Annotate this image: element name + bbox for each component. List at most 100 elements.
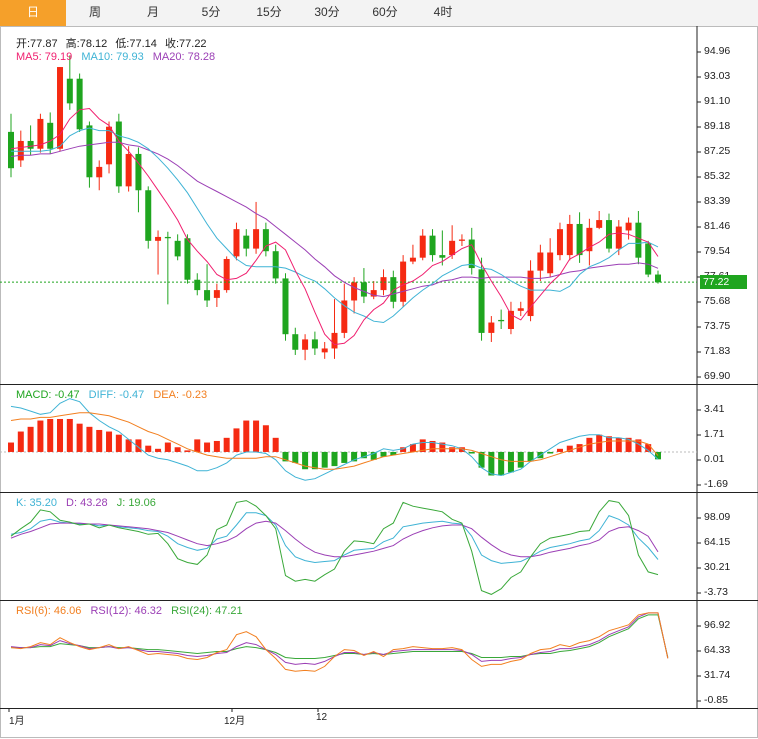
candle-body — [302, 339, 309, 350]
dea-line — [10, 412, 659, 470]
macd-bar — [253, 420, 260, 452]
macd-bar — [292, 451, 299, 463]
macd-bar — [66, 418, 73, 452]
price-tick: 93.03 — [704, 70, 731, 82]
last-price-tag: 77.22 — [700, 275, 747, 289]
diff-label: DIFF: -0.47 — [88, 389, 145, 401]
macd-bar — [184, 450, 191, 452]
d-line — [10, 520, 659, 558]
macd-bar — [615, 437, 622, 452]
candle-body — [321, 348, 328, 353]
macd-bar — [596, 434, 603, 452]
k-line — [10, 512, 659, 564]
x-label: 12月 — [224, 716, 246, 727]
macd-bar — [429, 440, 436, 452]
rsi24-label: RSI(24): 47.21 — [171, 605, 243, 617]
macd-bar — [655, 451, 661, 460]
macd-bar — [341, 451, 348, 463]
candle-body — [194, 279, 201, 291]
macd-bar — [155, 448, 162, 452]
macd-bar — [498, 451, 505, 476]
candle-body — [380, 277, 387, 291]
candle-body — [351, 282, 358, 301]
candle-body — [262, 229, 269, 252]
macd-bar — [468, 451, 475, 454]
macd-bar — [302, 451, 309, 470]
ma20-line — [10, 141, 659, 298]
price-tick: 89.18 — [704, 120, 731, 132]
ma20-label: MA20: 78.28 — [152, 51, 216, 63]
ma10-label: MA10: 79.93 — [81, 51, 144, 63]
tab-week[interactable]: 周 — [88, 5, 101, 19]
candle-body — [409, 257, 416, 262]
macd-bar — [145, 445, 152, 452]
macd-bar — [106, 431, 113, 452]
candle-body — [576, 223, 583, 256]
tab-month[interactable]: 月 — [146, 5, 159, 19]
macd-bar — [37, 420, 44, 452]
candle-body — [458, 239, 465, 241]
period-tab-bar: 日 周 月 5分 15分 30分 60分 4时 — [0, 0, 758, 27]
candle-body — [27, 140, 34, 149]
macd-bar — [76, 423, 83, 452]
candle-body — [253, 229, 260, 249]
candle-body — [468, 239, 475, 269]
macd-bar — [439, 442, 446, 452]
macd-label: MACD: -0.47 — [16, 389, 80, 401]
tab-5min[interactable]: 5分 — [201, 5, 221, 19]
candle-body — [96, 166, 103, 178]
candle-body — [645, 243, 652, 275]
ohlc-readout: 开:77.87 高:78.12 低:77.14 收:77.22 — [16, 35, 207, 51]
tab-60min[interactable]: 60分 — [372, 5, 398, 19]
candle-body — [439, 255, 446, 258]
candle-body — [400, 261, 407, 302]
ma10-line — [11, 127, 659, 324]
tab-day[interactable]: 日 — [0, 0, 66, 26]
candle-body — [390, 277, 397, 302]
tab-15min[interactable]: 15分 — [256, 5, 282, 19]
macd-bar — [488, 451, 495, 476]
macd-bar — [370, 451, 377, 460]
macd-bar — [262, 425, 269, 452]
macd-bar — [135, 439, 142, 452]
x-label: 1月 — [9, 716, 25, 727]
candle-body — [145, 190, 152, 241]
candle-body — [478, 269, 485, 333]
macd-tick: 1.71 — [704, 428, 725, 440]
candle-body — [135, 153, 142, 191]
macd-bar — [586, 437, 593, 452]
candle-body — [184, 238, 191, 280]
x-label: 12 — [316, 712, 328, 723]
candle-body — [17, 140, 24, 161]
kdj-tick: -3.73 — [704, 586, 728, 598]
macd-bar — [194, 439, 201, 452]
candle-body — [547, 252, 554, 274]
price-tick: 79.54 — [704, 245, 731, 257]
k-label: K: 35.20 — [16, 497, 57, 509]
candle-body — [57, 67, 64, 149]
ma5-line — [10, 107, 659, 346]
macd-bar — [635, 439, 642, 452]
rsi-tick: 31.74 — [704, 669, 731, 681]
macd-bar — [213, 440, 220, 452]
tab-30min[interactable]: 30分 — [314, 5, 340, 19]
candle-body — [204, 290, 211, 301]
j-label: J: 19.06 — [116, 497, 156, 509]
low-value: 低:77.14 — [115, 38, 157, 50]
rsi-tick: 96.92 — [704, 619, 731, 631]
candle-body — [233, 229, 240, 257]
rsi-tick: -0.85 — [704, 694, 728, 706]
candle-body — [115, 121, 122, 187]
macd-bar — [547, 451, 554, 454]
macd-bar — [272, 437, 279, 452]
candle-body — [292, 334, 299, 350]
macd-bar — [8, 442, 14, 452]
candle-body — [341, 300, 348, 333]
macd-bar — [115, 434, 122, 452]
tab-4hour[interactable]: 4时 — [433, 5, 453, 19]
macd-bar — [517, 451, 524, 468]
macd-bar — [282, 451, 289, 462]
macd-bar — [125, 439, 132, 452]
candle-body — [556, 229, 563, 256]
